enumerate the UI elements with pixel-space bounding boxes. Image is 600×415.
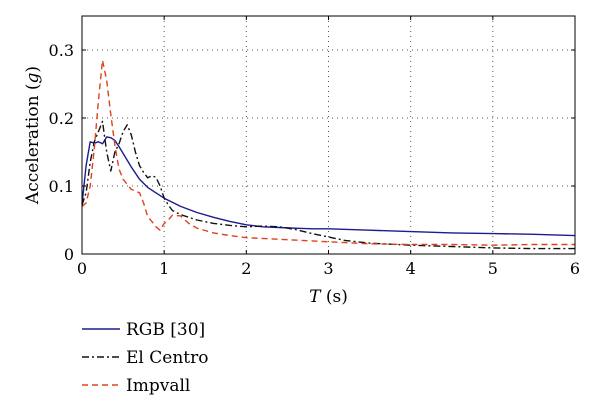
y-tick-label: 0.3 bbox=[49, 41, 74, 60]
x-tick-label: 1 bbox=[159, 259, 169, 278]
y-axis-label-prefix: Acceleration ( bbox=[23, 83, 43, 205]
x-tick-label: 6 bbox=[570, 259, 580, 278]
y-axis-label-suffix: ) bbox=[23, 66, 43, 73]
x-tick-label: 5 bbox=[488, 259, 498, 278]
y-axis-label-symbol: g bbox=[23, 72, 43, 83]
series-line-el-centro bbox=[81, 120, 575, 250]
legend-label-el-centro: El Centro bbox=[126, 348, 208, 368]
x-axis-label: T (s) bbox=[309, 287, 348, 307]
legend: RGB [30] El Centro Impvall bbox=[82, 320, 208, 396]
series-line-rgb bbox=[81, 136, 576, 237]
x-axis-label-unit: (s) bbox=[320, 287, 347, 307]
legend-label-impvall: Impvall bbox=[126, 376, 190, 396]
axis-ticks: 0 1 2 3 4 5 6 0 0.1 0.2 0.3 bbox=[49, 16, 580, 278]
legend-label-rgb: RGB [30] bbox=[126, 320, 205, 340]
series-lines bbox=[81, 59, 576, 250]
x-axis-label-symbol: T bbox=[309, 287, 322, 307]
grid-lines bbox=[82, 16, 575, 254]
y-tick-label: 0.1 bbox=[49, 177, 74, 196]
x-tick-label: 4 bbox=[406, 259, 416, 278]
series-line-impvall bbox=[81, 59, 575, 246]
y-axis-label: Acceleration (g) bbox=[23, 66, 43, 205]
x-tick-label: 2 bbox=[241, 259, 251, 278]
x-tick-label: 0 bbox=[77, 259, 87, 278]
x-tick-label: 3 bbox=[323, 259, 333, 278]
y-tick-label: 0 bbox=[64, 245, 74, 264]
y-tick-label: 0.2 bbox=[49, 109, 74, 128]
